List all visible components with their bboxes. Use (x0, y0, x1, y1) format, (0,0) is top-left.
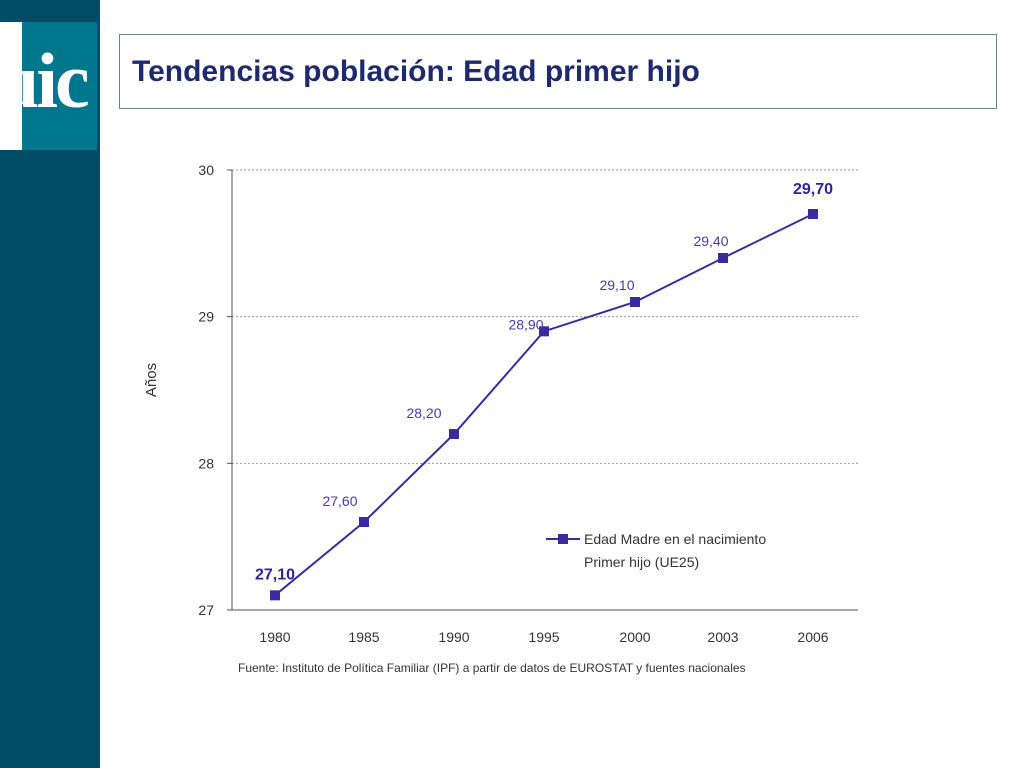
x-tick-label: 1985 (348, 629, 379, 645)
logo-text: uic (0, 37, 90, 124)
y-tick-label: 29 (198, 309, 214, 325)
data-point (359, 517, 369, 527)
sidebar-band: uic (0, 0, 100, 768)
logo-white-stripe (0, 22, 22, 150)
data-point (630, 297, 640, 307)
x-tick-label: 2003 (707, 629, 738, 645)
x-tick-label: 1995 (528, 629, 559, 645)
data-point (718, 253, 728, 263)
data-label: 27,10 (255, 566, 295, 583)
y-tick-label: 28 (198, 455, 214, 471)
y-tick-label: 27 (198, 602, 214, 618)
x-tick-label: 2006 (797, 629, 828, 645)
x-tick-label: 1980 (259, 629, 290, 645)
data-label: 29,70 (793, 181, 833, 198)
data-point (270, 590, 280, 601)
y-tick-label: 30 (198, 162, 214, 178)
data-label: 27,60 (322, 493, 357, 509)
data-point (539, 326, 549, 337)
data-label: 28,90 (508, 316, 543, 332)
x-tick-label: 1990 (438, 629, 469, 645)
title-box: Tendencias población: Edad primer hijo (119, 34, 997, 109)
legend-label-line2: Primer hijo (UE25) (584, 554, 699, 570)
legend-label-line1: Edad Madre en el nacimiento (584, 531, 766, 547)
slide-title: Tendencias población: Edad primer hijo (132, 55, 700, 88)
source-note: Fuente: Instituto de Política Familiar (… (238, 661, 746, 675)
data-point (808, 209, 818, 219)
data-label: 29,40 (693, 233, 728, 249)
data-label: 29,10 (599, 277, 634, 293)
x-tick-label: 2000 (619, 629, 650, 645)
legend-marker (558, 534, 568, 544)
y-axis-label: Años (143, 363, 160, 397)
data-point (449, 429, 459, 439)
data-label: 28,20 (406, 405, 441, 421)
uic-logo: uic (0, 22, 97, 150)
